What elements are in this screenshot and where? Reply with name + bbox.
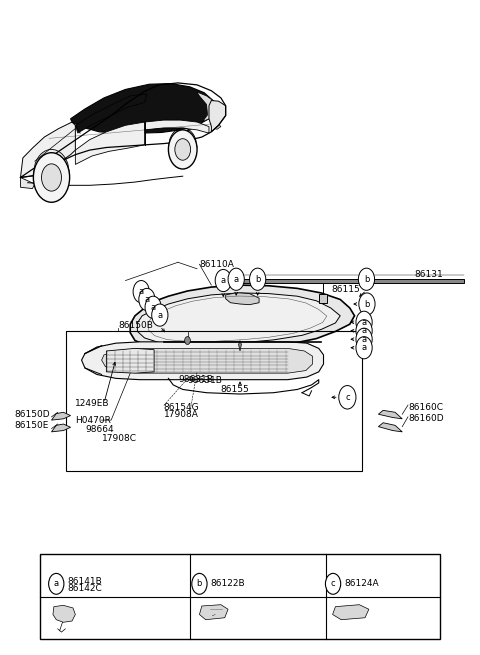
Text: 86150B: 86150B <box>118 321 153 330</box>
Text: 86115: 86115 <box>332 285 360 294</box>
Text: 86124A: 86124A <box>344 579 379 588</box>
Text: 86155: 86155 <box>221 385 250 394</box>
Text: b: b <box>364 274 369 284</box>
Polygon shape <box>51 412 71 420</box>
Circle shape <box>185 337 191 345</box>
Polygon shape <box>199 605 228 620</box>
Polygon shape <box>21 122 75 178</box>
Text: b: b <box>197 579 202 588</box>
Polygon shape <box>130 285 355 351</box>
Circle shape <box>139 288 155 310</box>
Text: 86150E: 86150E <box>14 421 48 430</box>
Text: a: a <box>151 303 156 312</box>
Polygon shape <box>137 293 340 345</box>
Polygon shape <box>71 84 216 133</box>
Text: b: b <box>255 274 260 284</box>
Circle shape <box>359 268 374 290</box>
Text: a: a <box>361 318 367 327</box>
Text: 86150D: 86150D <box>14 410 50 419</box>
Text: a: a <box>139 287 144 296</box>
Circle shape <box>34 153 70 202</box>
Text: 86160D: 86160D <box>408 415 444 423</box>
Polygon shape <box>144 120 209 133</box>
Text: 86142C: 86142C <box>67 584 102 593</box>
Text: c: c <box>345 393 350 402</box>
Circle shape <box>133 280 149 303</box>
Polygon shape <box>185 92 216 132</box>
Text: 1249EB: 1249EB <box>75 399 110 407</box>
Polygon shape <box>235 278 464 283</box>
Text: 86110A: 86110A <box>199 260 234 269</box>
Circle shape <box>152 304 168 326</box>
Polygon shape <box>378 422 402 432</box>
Polygon shape <box>102 348 312 373</box>
Text: 98664: 98664 <box>85 424 114 434</box>
Text: 86160C: 86160C <box>408 403 443 411</box>
Text: a: a <box>234 274 239 284</box>
Circle shape <box>339 386 356 409</box>
Circle shape <box>356 311 372 333</box>
Circle shape <box>42 164 61 191</box>
Text: 86141B: 86141B <box>67 576 102 586</box>
Polygon shape <box>107 348 154 373</box>
Text: c: c <box>331 579 336 588</box>
Polygon shape <box>333 605 369 620</box>
Circle shape <box>356 328 372 350</box>
Circle shape <box>175 139 191 160</box>
Text: 98631B: 98631B <box>178 375 213 384</box>
Text: a: a <box>361 343 367 352</box>
Polygon shape <box>82 342 324 380</box>
Text: b: b <box>364 299 370 309</box>
Polygon shape <box>51 424 71 432</box>
Text: a: a <box>54 579 59 588</box>
Circle shape <box>228 268 244 290</box>
Circle shape <box>325 573 341 594</box>
Bar <box>319 293 327 303</box>
Polygon shape <box>239 341 241 351</box>
Polygon shape <box>378 410 402 419</box>
Polygon shape <box>209 100 226 132</box>
Text: a: a <box>221 276 226 285</box>
Bar <box>66 331 362 471</box>
Circle shape <box>215 269 231 291</box>
Polygon shape <box>75 122 144 164</box>
Text: a: a <box>144 295 149 304</box>
Text: H0470R: H0470R <box>75 416 111 424</box>
Text: 86122B: 86122B <box>210 579 245 588</box>
Text: a: a <box>157 310 162 320</box>
Polygon shape <box>75 94 147 133</box>
Circle shape <box>192 573 207 594</box>
Text: 86131: 86131 <box>414 269 443 278</box>
Circle shape <box>250 268 266 290</box>
Polygon shape <box>53 605 75 622</box>
Text: 17908C: 17908C <box>102 434 137 443</box>
Text: a: a <box>361 326 367 335</box>
Circle shape <box>48 573 64 594</box>
Circle shape <box>145 296 161 318</box>
Circle shape <box>359 293 375 315</box>
Text: a: a <box>361 335 367 344</box>
Polygon shape <box>211 124 221 129</box>
Polygon shape <box>21 178 35 189</box>
Bar <box>39 555 441 639</box>
Polygon shape <box>226 293 259 305</box>
Circle shape <box>168 130 197 169</box>
Circle shape <box>356 320 372 342</box>
Text: 86154G: 86154G <box>164 403 199 411</box>
Text: 98631B: 98631B <box>188 377 222 386</box>
Circle shape <box>356 337 372 359</box>
Text: 17908A: 17908A <box>164 410 199 419</box>
